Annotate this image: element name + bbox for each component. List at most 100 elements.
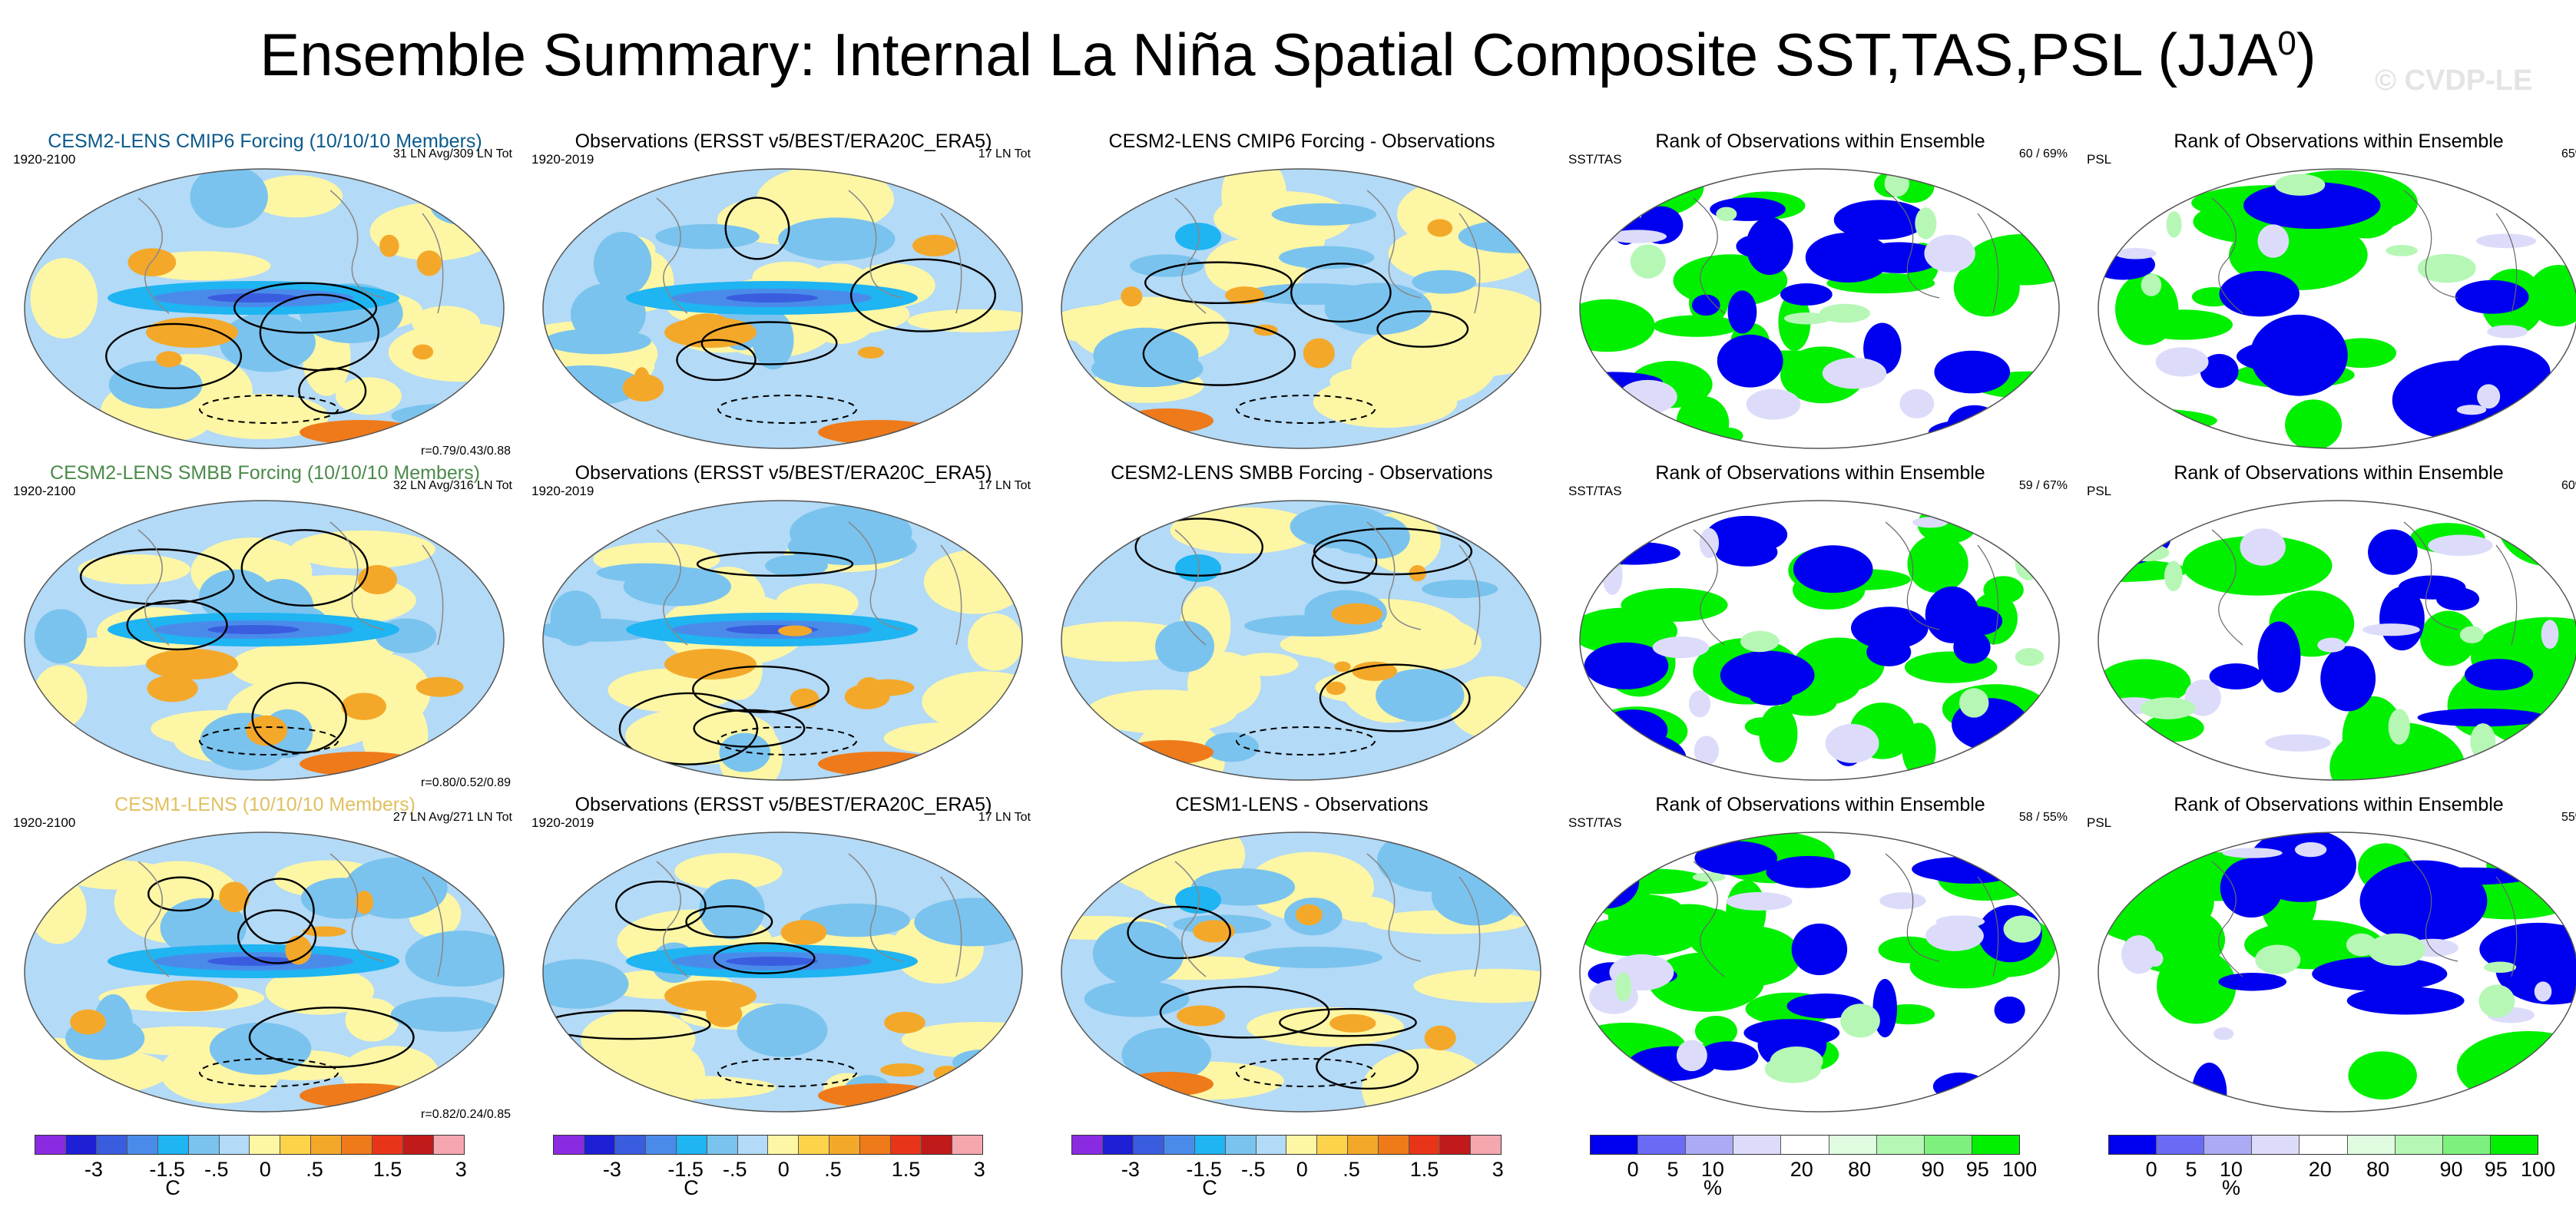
colorbar-swatch	[1924, 1136, 1972, 1154]
low-rank-region	[2417, 708, 2547, 727]
colorbar-tick-label: 0	[1627, 1158, 1639, 1181]
panel-title: Rank of Observations within Ensemble	[2174, 794, 2504, 815]
coastline	[656, 190, 962, 314]
low-rank-region	[2200, 354, 2239, 388]
local-warm-patch	[416, 676, 464, 697]
panel-count-label: 60%	[2561, 479, 2576, 492]
colorbar-swatch	[127, 1136, 158, 1154]
local-warm-patch	[147, 675, 198, 703]
local-warm-patch	[246, 715, 287, 746]
colorbar-tick-label: 3	[973, 1158, 985, 1181]
panel-period-label: 1920-2019	[531, 484, 594, 498]
psl-contour	[105, 322, 243, 389]
cool-anomaly-region	[800, 903, 910, 937]
local-warm-patch	[219, 881, 250, 913]
colorbar-tick-label: 20	[1790, 1158, 1813, 1181]
cool-anomaly-region	[1422, 580, 1498, 599]
colorbar-swatch	[2395, 1136, 2443, 1154]
upper-mid-rank-region	[2418, 253, 2476, 283]
psl-contour	[1316, 1043, 1419, 1090]
warm-anomaly-region	[335, 377, 402, 415]
upper-mid-rank-region	[1783, 312, 1831, 325]
southern-ocean-difference	[1121, 740, 1214, 765]
map-border	[542, 168, 1023, 449]
tropical-pacific-cold-max	[207, 625, 300, 634]
panel-period-label: 1920-2100	[13, 152, 76, 167]
low-rank-region	[2236, 339, 2345, 374]
colorbar-strip	[2108, 1135, 2538, 1155]
mid-rank-region	[2222, 848, 2283, 858]
map-panel: Observations (ERSST v5/BEST/ERA20C_ERA5)…	[530, 794, 1037, 1124]
psl-negative-contour	[199, 1058, 339, 1087]
map-border	[1061, 500, 1541, 781]
panel-count-label: 27 LN Avg/271 LN Tot	[392, 811, 512, 824]
map-1-4	[2098, 500, 2576, 781]
local-warm-patch	[1303, 338, 1335, 369]
colorbar-tick-label: 0	[777, 1158, 790, 1181]
coastline	[1174, 853, 1481, 977]
high-rank-region	[2134, 309, 2233, 340]
colorbar-ticks: 0 5 10 20 80 90 95 100	[2108, 1155, 2556, 1181]
temperature-colorbar: -3 -1.5 -.5 0 .5 1.5 3 C	[35, 1135, 467, 1200]
coastline	[1174, 190, 1481, 314]
colorbar-swatch	[829, 1136, 861, 1154]
low-rank-region	[2453, 345, 2551, 399]
low-rank-region	[1717, 334, 1783, 388]
low-rank-region	[1934, 350, 2011, 394]
high-rank-region	[2098, 408, 2217, 434]
colorbar-swatch	[1379, 1136, 1410, 1154]
psl-contour	[1319, 663, 1471, 732]
high-rank-region	[1580, 299, 1655, 352]
colorbar-swatch	[1317, 1136, 1349, 1154]
psl-negative-contour	[1236, 726, 1376, 755]
psl-contour	[1142, 321, 1296, 386]
map-2-3	[1579, 832, 2060, 1113]
psl-negative-contour	[717, 726, 857, 755]
colorbar-tick-label: 0	[1296, 1158, 1308, 1181]
low-rank-region	[1598, 709, 1668, 751]
map-1-1	[542, 500, 1023, 781]
psl-contour	[692, 665, 830, 713]
colorbar-swatch	[1686, 1136, 1734, 1154]
mid-rank-region	[2257, 224, 2290, 258]
local-warm-patch	[127, 248, 177, 277]
map-panel: Observations (ERSST v5/BEST/ERA20C_ERA5)…	[530, 462, 1037, 792]
western-pacific-warm-anomaly	[146, 980, 238, 1011]
colorbar-swatch	[188, 1136, 220, 1154]
cool-anomaly-region	[190, 169, 268, 228]
low-rank-region	[1947, 405, 2002, 444]
map-panel: CESM1-LENS - Observations	[1048, 794, 1555, 1124]
colorbar-swatch	[922, 1136, 952, 1154]
local-warm-patch	[412, 344, 434, 360]
western-pacific-warm-anomaly	[146, 649, 238, 679]
cool-anomaly-region	[391, 402, 504, 429]
local-warm-patch	[1334, 661, 1351, 673]
psl-contour	[298, 367, 367, 415]
psl-contour	[1279, 1007, 1417, 1037]
cool-anomaly-region	[1091, 349, 1204, 388]
mid-rank-region	[2541, 620, 2559, 649]
western-pacific-warm-anomaly	[664, 649, 757, 679]
warm-anomaly-region	[1247, 1007, 1404, 1047]
low-rank-region	[1850, 607, 1929, 650]
map-0-0	[24, 168, 505, 449]
panel-title: Rank of Observations within Ensemble	[1655, 794, 1985, 815]
colorbar-swatch	[1225, 1136, 1257, 1154]
colorbar-unit: %	[1703, 1176, 1722, 1199]
mid-rank-region	[2265, 734, 2331, 752]
local-warm-patch	[861, 679, 915, 696]
panel-period-label: 1920-2100	[13, 815, 76, 830]
high-rank-region	[2285, 399, 2343, 448]
panel-count-label: 31 LN Avg/309 LN Tot	[392, 147, 512, 160]
low-rank-region	[1736, 234, 1778, 258]
colorbar-tick-label: 100	[2002, 1158, 2038, 1181]
panel-title: Observations (ERSST v5/BEST/ERA20C_ERA5)	[574, 462, 992, 484]
cool-anomaly-region	[434, 402, 483, 431]
cool-anomaly-region	[1377, 832, 1490, 892]
upper-mid-rank-region	[2367, 933, 2425, 966]
colorbar-swatch	[342, 1136, 373, 1154]
north-pacific-difference	[1175, 223, 1221, 250]
coastline	[137, 190, 444, 314]
warm-anomaly-region	[1362, 1048, 1490, 1112]
cool-anomaly-region	[1092, 921, 1184, 987]
